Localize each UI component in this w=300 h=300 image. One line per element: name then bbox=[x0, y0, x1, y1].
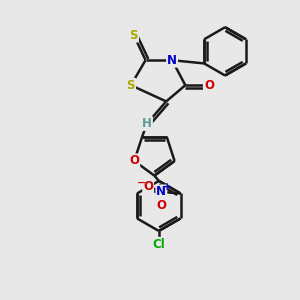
Text: O: O bbox=[143, 180, 153, 193]
Text: H: H bbox=[142, 117, 152, 130]
Text: O: O bbox=[129, 154, 139, 167]
Text: S: S bbox=[130, 29, 138, 42]
Text: S: S bbox=[127, 79, 135, 92]
Text: Cl: Cl bbox=[152, 238, 165, 251]
Text: N: N bbox=[167, 54, 177, 67]
Text: N: N bbox=[156, 185, 167, 199]
Text: −: − bbox=[137, 178, 146, 188]
Text: O: O bbox=[156, 199, 167, 212]
Text: O: O bbox=[204, 79, 214, 92]
Text: +: + bbox=[163, 182, 171, 192]
